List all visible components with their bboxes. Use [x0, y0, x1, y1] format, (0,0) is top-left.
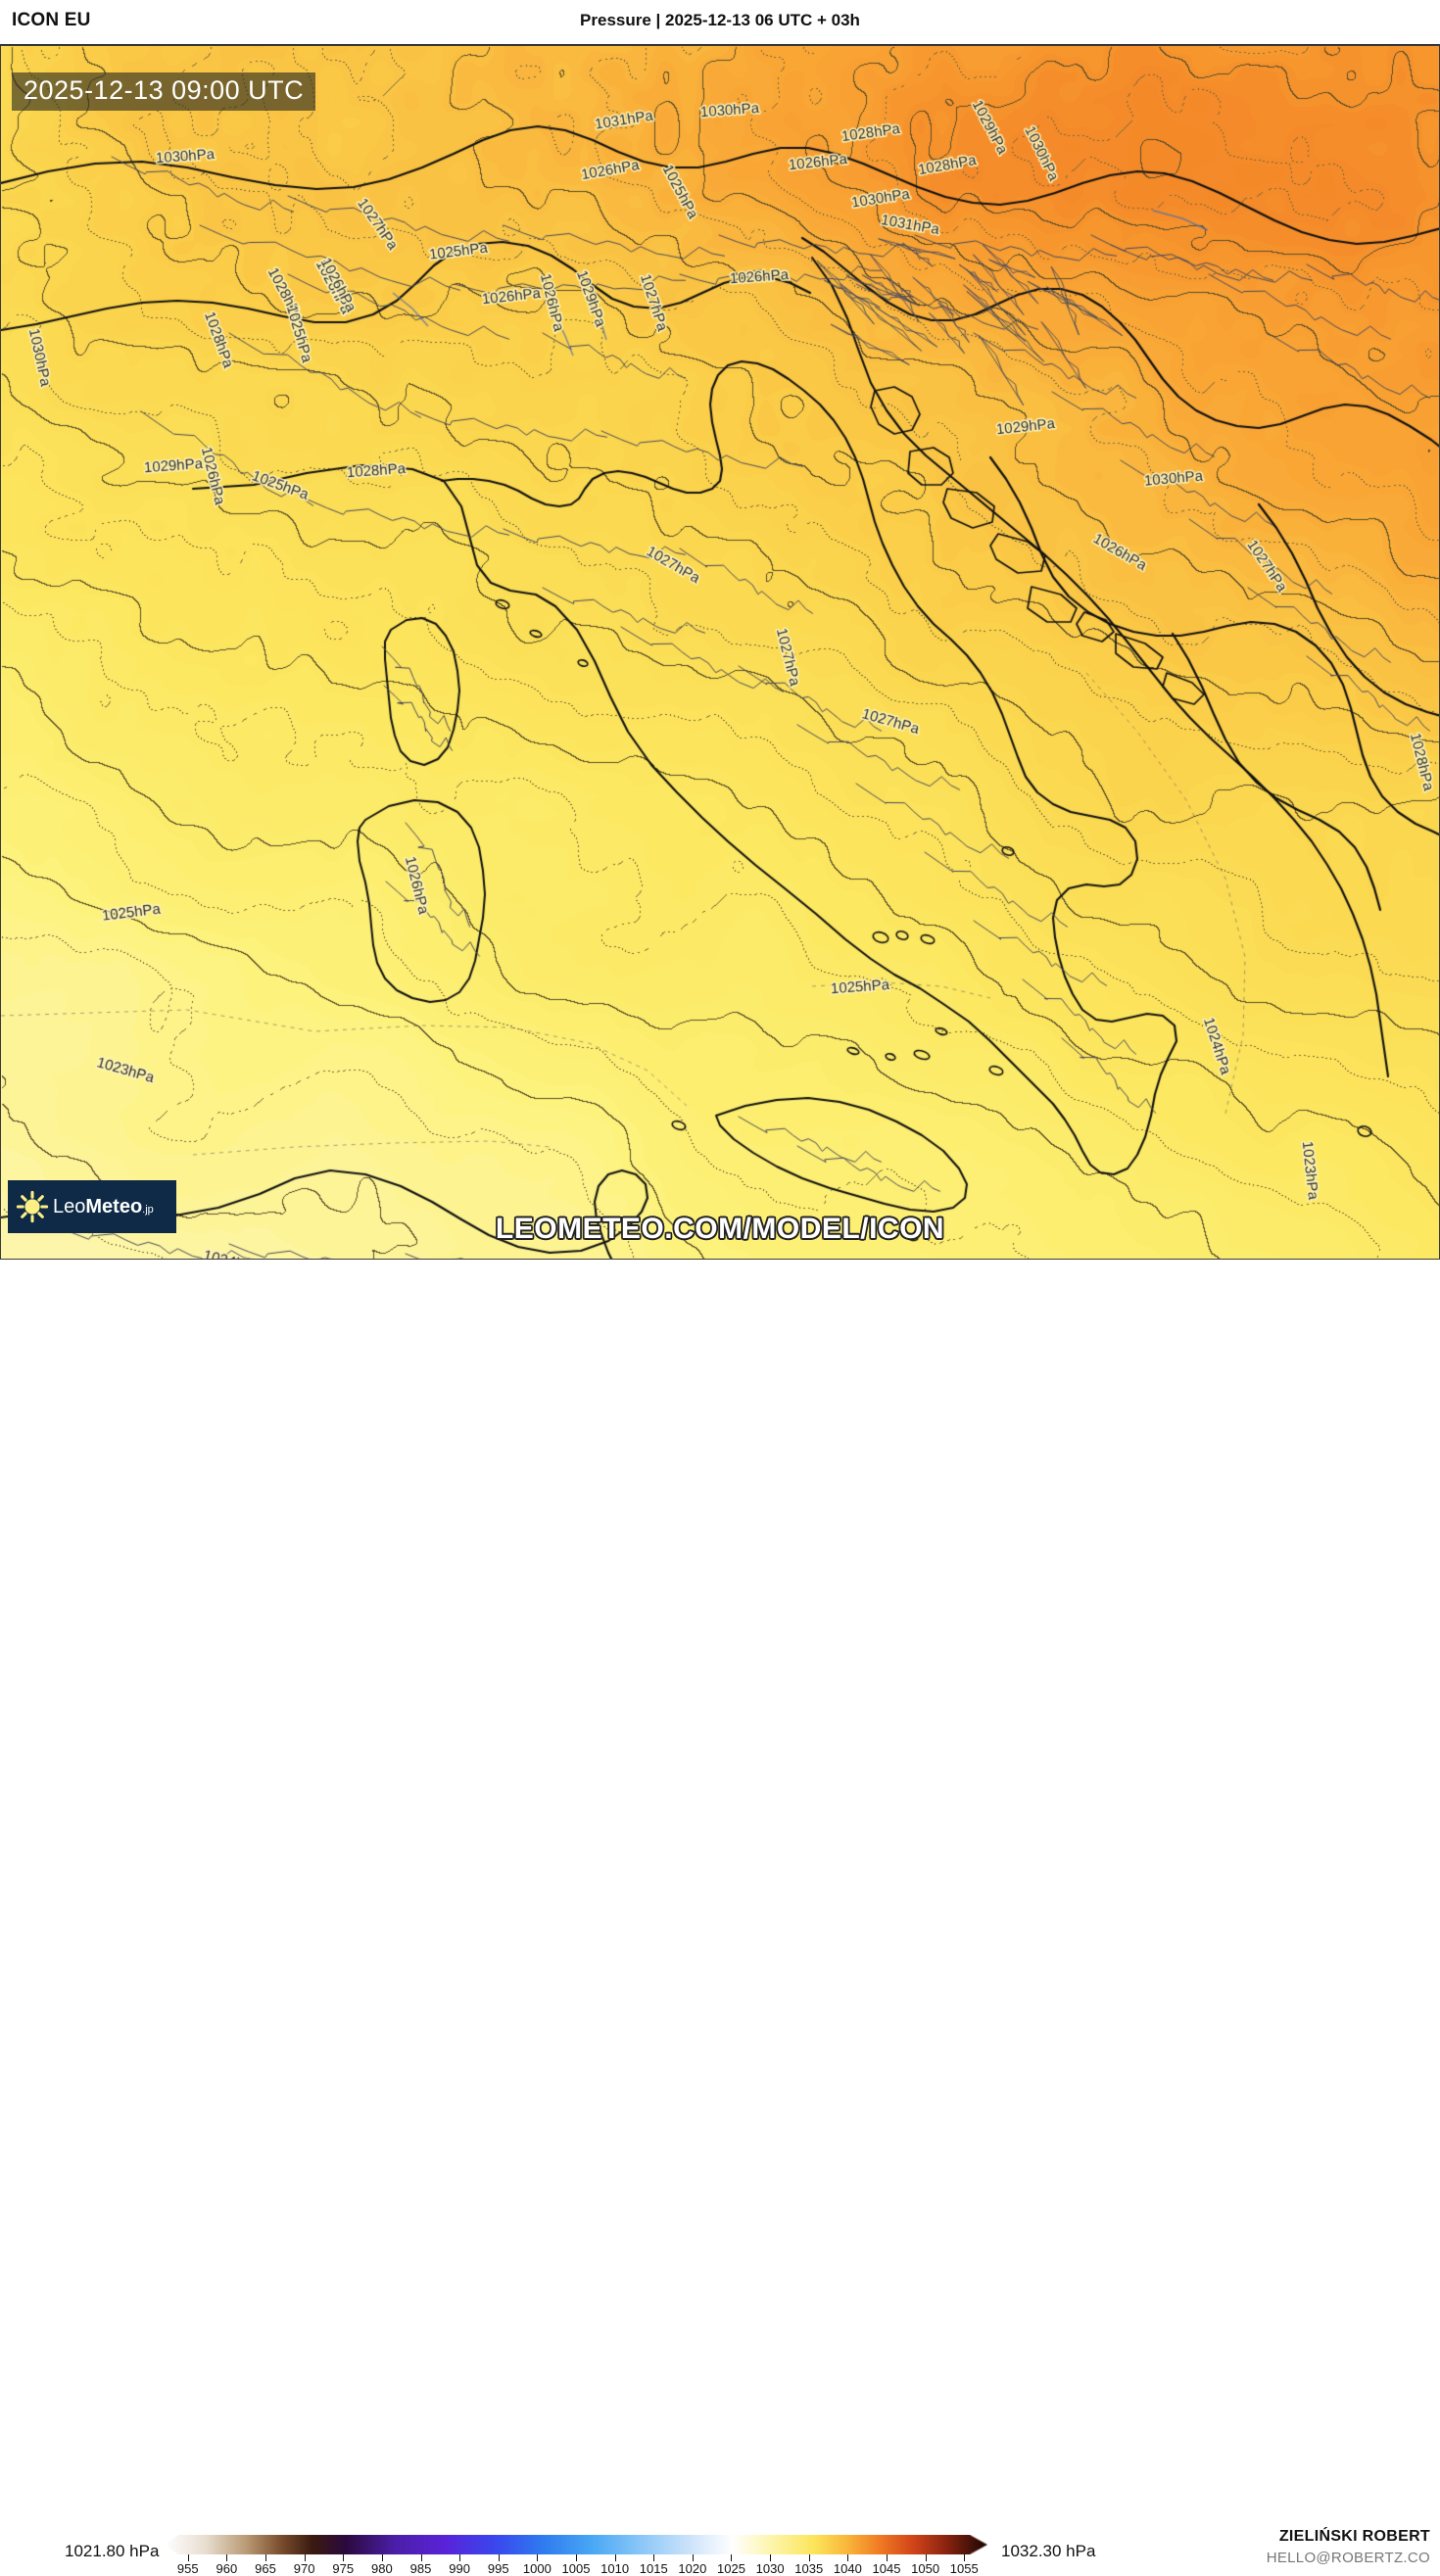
header-bar: ICON EU Pressure | 2025-12-13 06 UTC + 0…	[0, 0, 1440, 45]
timestamp-badge: 2025-12-13 09:00 UTC	[12, 72, 316, 111]
colorbar-tick	[886, 2554, 888, 2561]
colorbar-tick-label: 975	[332, 2561, 355, 2576]
author-credit: ZIELIŃSKI ROBERT	[1278, 2528, 1430, 2545]
colorbar-min-label: 1021.80 hPa	[65, 2542, 160, 2560]
footer-bar: 1021.80 hPa 955 960 965 970 975 980 985 990 995 1…	[0, 1261, 1440, 2576]
colorbar-tick-label: 1025	[717, 2561, 745, 2576]
header-divider	[0, 44, 1440, 45]
colorbar-tick-label: 1055	[949, 2561, 979, 2576]
sun-icon	[16, 1190, 49, 1223]
colorbar-tick	[847, 2554, 849, 2561]
colorbar-tick	[770, 2554, 772, 2561]
colorbar-tick-label: 980	[371, 2561, 393, 2576]
colorbar-tick-label: 995	[487, 2561, 509, 2576]
author-email[interactable]: HELLO@ROBERTZ.CO	[1266, 2550, 1430, 2566]
colorbar-tick	[537, 2554, 539, 2561]
colorbar-tick-label: 1015	[639, 2561, 668, 2576]
colorbar-tick	[692, 2554, 694, 2561]
logo-tld: .jp	[142, 1203, 154, 1216]
colorbar-tick	[187, 2554, 189, 2561]
map-raster-canvas	[1, 46, 1439, 1259]
logo-name-bold: Meteo	[85, 1195, 143, 1217]
colorbar-tick-label: 1005	[561, 2561, 591, 2576]
colorbar-tick-label: 1030	[755, 2561, 785, 2576]
colorbar-tick-label: 960	[216, 2561, 238, 2576]
colorbar-tick	[614, 2554, 616, 2561]
colorbar-tick	[304, 2554, 306, 2561]
page-title: Pressure | 2025-12-13 06 UTC + 03h	[580, 11, 860, 29]
leometeo-logo[interactable]: LeoMeteo.jp	[8, 1180, 176, 1233]
colorbar-tick-label: 1050	[911, 2561, 940, 2576]
logo-wordmark: LeoMeteo.jp	[53, 1196, 154, 1218]
colorbar-tick-label: 985	[409, 2561, 432, 2576]
colorbar-tick-label: 1035	[794, 2561, 824, 2576]
colorbar-tick	[226, 2554, 228, 2561]
colorbar-tick-label: 965	[255, 2561, 276, 2576]
colorbar-tick	[343, 2554, 345, 2561]
colorbar-gradient	[165, 2535, 987, 2554]
colorbar-tick-label: 1040	[833, 2561, 862, 2576]
colorbar-ticks: 955 960 965 970 975 980 985 990 995 1000 1005 1010 1…	[165, 2554, 987, 2576]
colorbar-tick	[808, 2554, 810, 2561]
colorbar-tick	[653, 2554, 655, 2561]
colorbar-tick	[964, 2554, 966, 2561]
colorbar-tick-label: 970	[293, 2561, 315, 2576]
colorbar-tick	[498, 2554, 500, 2561]
colorbar-tick	[420, 2554, 422, 2561]
model-name-label: ICON EU	[12, 10, 91, 30]
colorbar-tick-label: 955	[176, 2561, 199, 2576]
colorbar-tick	[459, 2554, 461, 2561]
colorbar-tick-label: 1045	[872, 2561, 901, 2576]
colorbar-tick-label: 1010	[600, 2561, 630, 2576]
colorbar-tick-label: 990	[449, 2561, 470, 2576]
colorbar-tick	[731, 2554, 733, 2561]
colorbar-tick	[265, 2554, 267, 2561]
colorbar-tick	[381, 2554, 383, 2561]
logo-name-light: Leo	[53, 1195, 86, 1217]
colorbar-tick	[576, 2554, 577, 2561]
colorbar-max-label: 1032.30 hPa	[1001, 2542, 1096, 2560]
colorbar-tick-label: 1020	[678, 2561, 707, 2576]
pressure-map[interactable]	[0, 45, 1440, 1260]
colorbar-tick	[925, 2554, 927, 2561]
colorbar-tick-label: 1000	[522, 2561, 552, 2576]
colorbar: 955 960 965 970 975 980 985 990 995 1000 1005 1010 1…	[165, 2535, 987, 2576]
